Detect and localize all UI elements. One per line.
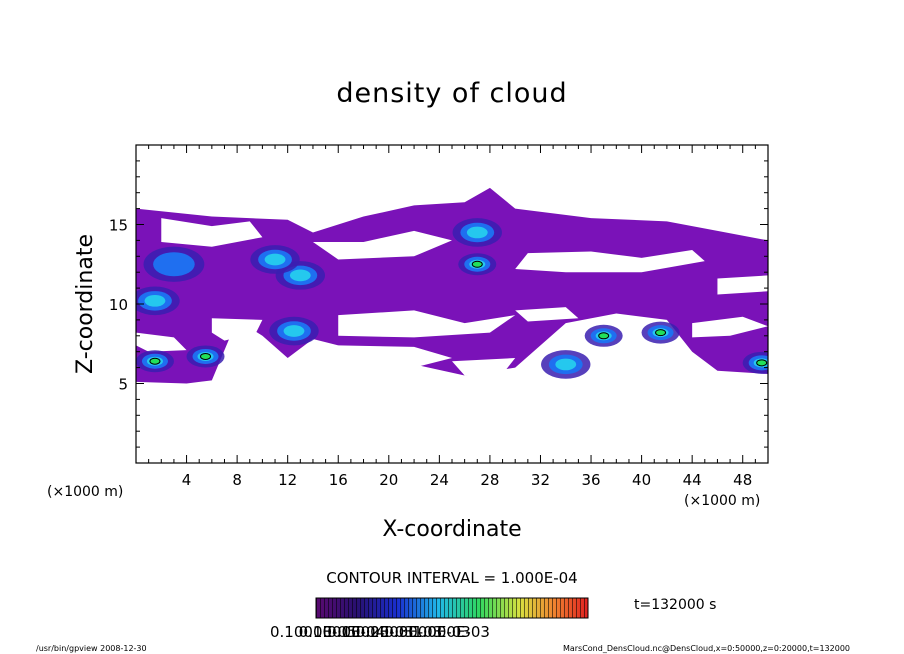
- cloud-core: [153, 252, 195, 277]
- y-axis-label: Z-coordinate: [73, 234, 98, 374]
- colorbar: [315, 597, 589, 619]
- colorbar-label: 0.1000E-05: [270, 623, 356, 641]
- x-tick-label: 16: [329, 471, 348, 489]
- cloud-contour: [471, 260, 483, 268]
- x-tick-label: 36: [581, 471, 600, 489]
- cloud-gap: [161, 218, 263, 247]
- x-unit-left: (×1000 m): [47, 484, 123, 500]
- cloud-gap: [717, 275, 768, 295]
- x-tick-label: 20: [379, 471, 398, 489]
- x-tick-label: 32: [531, 471, 550, 489]
- x-tick-label: 48: [733, 471, 752, 489]
- cloud-gap: [452, 358, 516, 376]
- cloud-contour: [655, 329, 667, 337]
- cloud-core-inner: [264, 253, 286, 266]
- cloud-gap: [338, 310, 516, 338]
- cloud-core-inner: [283, 325, 305, 337]
- chart-title: density of cloud: [336, 78, 567, 109]
- footer-right: MarsCond_DensCloud.nc@DensCloud,x=0:5000…: [563, 644, 850, 653]
- x-tick-label: 4: [182, 471, 192, 489]
- y-tick-label: 5: [118, 376, 128, 394]
- cloud-contour: [149, 357, 161, 365]
- cloud-gap: [515, 249, 705, 273]
- contour-interval-label: CONTOUR INTERVAL = 1.000E-04: [326, 569, 577, 587]
- x-tick-label: 12: [278, 471, 297, 489]
- x-tick-label: 24: [430, 471, 449, 489]
- cloud-gap: [692, 316, 768, 338]
- colorbar-label: 0.2000E-03: [356, 623, 442, 641]
- cloud-field: [136, 187, 768, 384]
- y-tick-label: 10: [109, 296, 128, 314]
- cloud-gap: [325, 345, 452, 368]
- x-axis-label: X-coordinate: [382, 517, 521, 542]
- x-axis-ticks: 4 8 12 16 20 24 28 32 36 40 44 48: [148, 145, 756, 489]
- x-tick-label: 44: [683, 471, 702, 489]
- colorbar-labels: 0.1000E-050.1000E-040.1000E-030.2000E-03…: [270, 623, 490, 641]
- cloud-core-inner: [466, 226, 488, 239]
- cloud-gap: [515, 307, 579, 322]
- cloud-contour: [598, 332, 610, 340]
- cloud-contour: [756, 359, 768, 367]
- cloud-core-inner: [289, 269, 311, 282]
- footer-left: /usr/bin/gpview 2008-12-30: [36, 644, 147, 653]
- cloud-gap: [211, 318, 263, 341]
- y-axis-ticks: 5 10 15: [109, 160, 768, 448]
- x-tick-label: 8: [232, 471, 242, 489]
- cloud-contour: [200, 352, 212, 360]
- colorbar-label: 0.1000E-04: [299, 623, 385, 641]
- cloud-gap: [136, 332, 187, 352]
- x-tick-label: 40: [632, 471, 651, 489]
- cloud-band-low: [136, 187, 768, 384]
- y-tick-label: 15: [109, 217, 128, 235]
- colorbar-label: 0.1000E-03: [327, 623, 413, 641]
- cloud-gap: [312, 230, 452, 260]
- colorbar-label: 0.3000E-03: [384, 623, 470, 641]
- cloud-core-inner: [144, 294, 166, 307]
- x-tick-label: 28: [480, 471, 499, 489]
- colorbar-label: 1.000E-03: [413, 623, 490, 641]
- time-label: t=132000 s: [634, 597, 716, 613]
- cloud-gap: [616, 354, 705, 374]
- cloud-core-inner: [555, 358, 577, 371]
- x-unit-right: (×1000 m): [684, 493, 760, 509]
